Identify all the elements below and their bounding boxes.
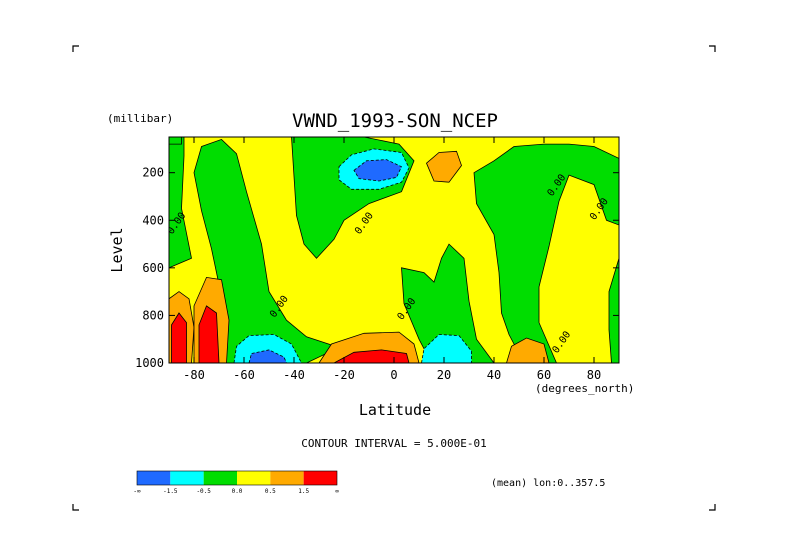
x-tick-label: 20 — [437, 368, 451, 382]
chart-title: VWND_1993-SON_NCEP — [292, 110, 498, 132]
y-tick-label: 800 — [142, 308, 164, 322]
x-units-label: (degrees_north) — [535, 382, 634, 395]
colorbar: -∞ -1.5 -0.5 0.0 0.5 1.5 ∞ — [133, 470, 339, 495]
contour-region-southern-surface-blue — [248, 349, 287, 363]
colorbar-label: 1.5 — [298, 488, 309, 495]
y-tick-label: 600 — [142, 261, 164, 275]
contour-region-high-latitude-south-green — [169, 137, 192, 269]
contour-region-top-left-corner-green — [169, 137, 182, 145]
x-axis: -80 -60 -40 -20 0 20 40 60 80 — [183, 137, 601, 382]
contour-region-southern-high-lat-red-1 — [171, 312, 187, 363]
colorbar-swatch — [270, 471, 304, 485]
y-tick-label: 200 — [142, 166, 164, 180]
contour-region-equatorial-surface-red — [333, 349, 410, 363]
contour-interval-note: CONTOUR INTERVAL = 5.000E-01 — [301, 437, 486, 450]
colorbar-label: -∞ — [133, 488, 141, 495]
contour-region-upper-tropics-orange — [426, 150, 462, 183]
y-units-label: (millibar) — [107, 112, 173, 125]
colorbar-swatch — [137, 471, 171, 485]
y-tick-label: 400 — [142, 213, 164, 227]
colorbar-label: -0.5 — [196, 488, 211, 495]
footnote: (mean) lon:0..357.5 — [491, 478, 605, 489]
x-tick-label: -20 — [333, 368, 355, 382]
colorbar-label: 0.5 — [265, 488, 276, 495]
x-tick-label: -60 — [233, 368, 255, 382]
crop-marks — [72, 45, 716, 511]
x-axis-title: Latitude — [359, 401, 431, 419]
contour-region-upper-negative-blue — [353, 159, 403, 182]
y-axis-title: Level — [108, 227, 126, 272]
x-tick-label: -80 — [183, 368, 205, 382]
colorbar-swatch — [303, 471, 337, 485]
x-tick-label: 80 — [587, 368, 601, 382]
contour-region-southern-high-lat-red-2 — [198, 305, 220, 363]
x-tick-label: 40 — [487, 368, 501, 382]
y-tick-label: 1000 — [135, 356, 164, 370]
contour-region-central-green — [401, 243, 495, 363]
contour-fills — [169, 137, 619, 363]
x-tick-label: -40 — [283, 368, 305, 382]
x-tick-label: 60 — [537, 368, 551, 382]
contour-region-northern-green — [473, 143, 619, 363]
colorbar-label: 0.0 — [232, 488, 243, 495]
colorbar-frame — [136, 470, 338, 486]
contour-region-northern-surface-orange — [506, 337, 550, 363]
colorbar-swatch — [237, 471, 271, 485]
colorbar-swatch — [203, 471, 237, 485]
contour-region-north-edge-green — [608, 258, 619, 363]
colorbar-swatch — [170, 471, 204, 485]
y-axis: 200 400 600 800 1000 — [135, 166, 619, 370]
x-tick-label: 0 — [390, 368, 397, 382]
contour-region-equatorial-surface-cyan — [421, 334, 472, 363]
colorbar-label: -1.5 — [163, 488, 178, 495]
colorbar-label: ∞ — [335, 488, 339, 495]
